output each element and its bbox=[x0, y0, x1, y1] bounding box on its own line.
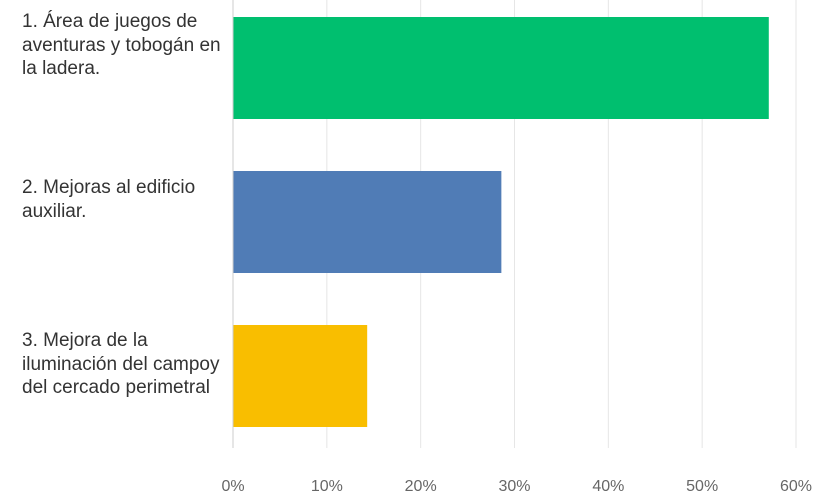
category-label-3: 3. Mejora de la iluminación del campoy d… bbox=[22, 330, 220, 398]
x-tick-label-50: 50% bbox=[686, 478, 718, 495]
category-label-2: 2. Mejoras al edificio auxiliar. bbox=[22, 177, 196, 222]
category-label-1: 1. Área de juegos de aventuras y tobogán… bbox=[22, 11, 221, 79]
x-tick-label-10: 10% bbox=[311, 478, 343, 495]
x-tick-label-0: 0% bbox=[221, 478, 244, 495]
bars bbox=[233, 17, 769, 427]
bar-1 bbox=[233, 17, 769, 119]
bar-3 bbox=[233, 325, 368, 427]
x-tick-label-60: 60% bbox=[780, 478, 812, 495]
bar-2 bbox=[233, 171, 502, 273]
x-tick-label-40: 40% bbox=[592, 478, 624, 495]
x-tick-label-20: 20% bbox=[405, 478, 437, 495]
x-tick-label-30: 30% bbox=[498, 478, 530, 495]
x-tick-labels: 0% 10% 20% 30% 40% 50% 60% bbox=[221, 478, 812, 495]
